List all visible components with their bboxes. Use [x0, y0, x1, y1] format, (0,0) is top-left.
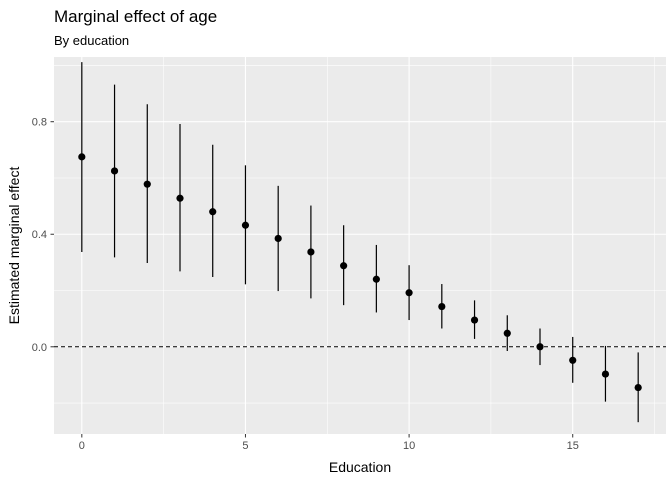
x-tick-label: 0 — [79, 440, 85, 452]
x-axis-title: Education — [329, 459, 391, 475]
x-axis-ticks: 0 5 10 15 — [79, 434, 579, 452]
y-axis-ticks: 0.0 0.4 0.8 — [32, 117, 54, 354]
y-tick-label: 0.0 — [32, 342, 47, 354]
y-axis-title: Estimated marginal effect — [6, 167, 22, 325]
data-point — [601, 370, 610, 378]
x-tick-label: 10 — [403, 440, 415, 452]
x-tick-label: 15 — [567, 440, 579, 452]
data-point — [634, 383, 642, 392]
x-tick-label: 5 — [242, 440, 248, 452]
data-point — [143, 180, 151, 188]
data-point — [78, 153, 86, 161]
data-point — [110, 167, 119, 175]
data-point — [503, 329, 511, 337]
minor-gridlines — [54, 57, 666, 434]
data-point — [569, 356, 577, 364]
data-point — [372, 275, 380, 283]
plot-panel — [54, 57, 666, 434]
data-point — [241, 221, 250, 229]
data-point — [274, 234, 282, 243]
data-point — [176, 194, 184, 202]
data-points — [78, 153, 642, 392]
data-point — [470, 316, 479, 324]
y-tick-label: 0.4 — [32, 229, 47, 241]
data-point — [307, 248, 315, 256]
chart-subtitle: By education — [54, 33, 130, 48]
data-point — [438, 302, 446, 311]
data-point — [340, 262, 348, 270]
chart-title: Marginal effect of age — [54, 7, 218, 26]
data-point — [209, 208, 217, 216]
data-point — [536, 343, 544, 351]
y-tick-label: 0.8 — [32, 117, 47, 129]
data-point — [405, 289, 413, 297]
